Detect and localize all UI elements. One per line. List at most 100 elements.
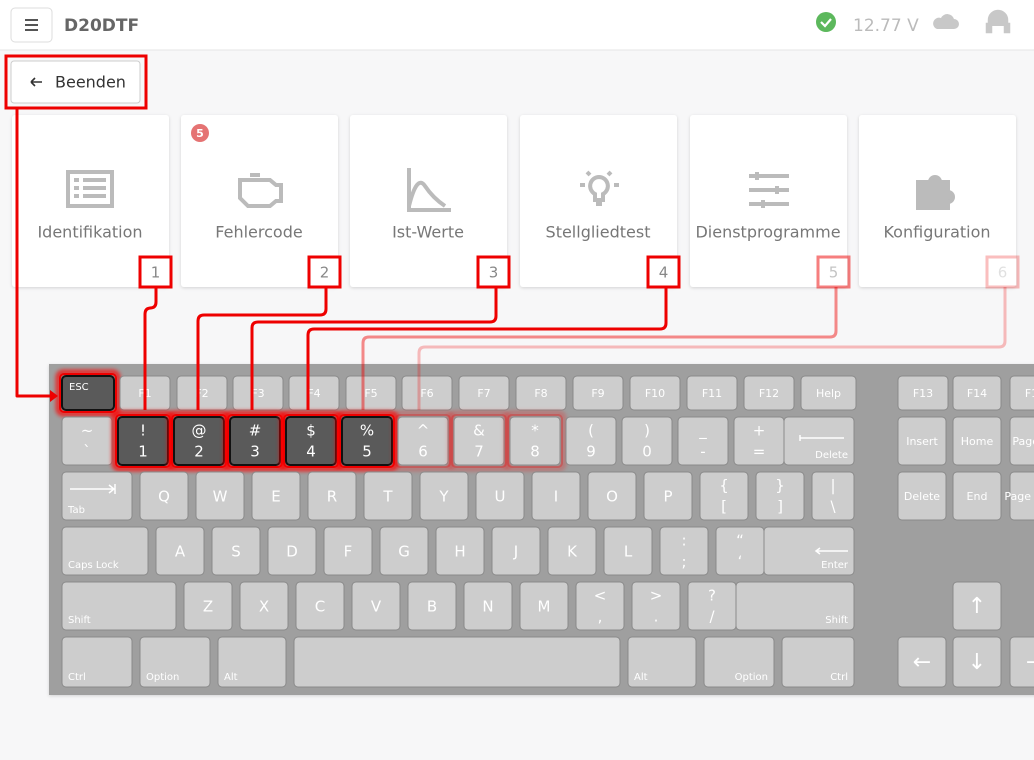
key[interactable]: @2	[168, 411, 230, 471]
key[interactable]: ↑	[952, 581, 1002, 631]
key[interactable]: J	[491, 526, 541, 576]
key[interactable]: Insert	[897, 416, 947, 466]
key[interactable]: K	[547, 526, 597, 576]
key-space[interactable]	[293, 636, 621, 688]
key[interactable]: !1	[112, 411, 174, 471]
key[interactable]: F11	[686, 375, 738, 411]
key-label: U	[495, 488, 506, 506]
key[interactable]: ^6	[392, 411, 454, 471]
key[interactable]: %5	[336, 411, 398, 471]
key[interactable]: I	[531, 471, 581, 521]
key[interactable]: F7	[458, 375, 510, 411]
key[interactable]: F	[323, 526, 373, 576]
key[interactable]: Shift	[735, 581, 855, 631]
key[interactable]: ↓	[952, 636, 1002, 688]
key[interactable]: Caps Lock	[61, 526, 149, 576]
key[interactable]: >.	[631, 581, 681, 631]
key[interactable]: ~`	[61, 416, 113, 466]
menu-tile[interactable]: Identifikation 1	[12, 115, 173, 289]
key[interactable]: Tab	[61, 471, 133, 521]
key[interactable]: F8	[515, 375, 567, 411]
key[interactable]: F4	[288, 375, 340, 411]
key[interactable]: Q	[139, 471, 189, 521]
key[interactable]: R	[307, 471, 357, 521]
key[interactable]: Help	[800, 375, 857, 411]
key-label: ↑	[968, 594, 986, 619]
key[interactable]: Page Up	[1009, 416, 1034, 466]
key[interactable]: Option	[139, 636, 211, 688]
key[interactable]: _-	[677, 416, 729, 466]
support-icon[interactable]	[985, 9, 1011, 34]
key[interactable]: $4	[280, 411, 342, 471]
key[interactable]: N	[463, 581, 513, 631]
key[interactable]: F10	[629, 375, 681, 411]
key[interactable]: Alt	[627, 636, 697, 688]
key[interactable]: Ctrl	[61, 636, 133, 688]
key[interactable]: &7	[448, 411, 510, 471]
key[interactable]: U	[475, 471, 525, 521]
key[interactable]: |\	[811, 471, 855, 521]
key[interactable]: H	[435, 526, 485, 576]
key[interactable]: T	[363, 471, 413, 521]
key[interactable]: End	[952, 471, 1002, 521]
key[interactable]: S	[211, 526, 261, 576]
key[interactable]: X	[239, 581, 289, 631]
key[interactable]: #3	[224, 411, 286, 471]
key[interactable]: F9	[572, 375, 624, 411]
key[interactable]: P	[643, 471, 693, 521]
menu-tile[interactable]: Ist-Werte 3	[350, 115, 511, 289]
key[interactable]: M	[519, 581, 569, 631]
key[interactable]: }]	[755, 471, 805, 521]
menu-tile[interactable]: Fehlercode 5 2	[181, 115, 342, 289]
key[interactable]: A	[155, 526, 205, 576]
key[interactable]: Option	[703, 636, 775, 688]
key[interactable]: V	[351, 581, 401, 631]
key[interactable]: O	[587, 471, 637, 521]
key[interactable]: →	[1009, 636, 1034, 688]
menu-tile[interactable]: Stellgliedtest 4	[520, 115, 681, 289]
key[interactable]: F5	[345, 375, 397, 411]
key[interactable]: Alt	[217, 636, 287, 688]
key-cap	[407, 581, 457, 631]
key[interactable]: Home	[952, 416, 1002, 466]
key[interactable]: F2	[176, 375, 228, 411]
key[interactable]: C	[295, 581, 345, 631]
key[interactable]: Page Down	[1004, 471, 1034, 521]
key[interactable]: F12	[743, 375, 795, 411]
key[interactable]: Z	[183, 581, 233, 631]
key[interactable]: F14	[952, 375, 1002, 411]
key[interactable]: L	[603, 526, 653, 576]
key[interactable]: Ctrl	[781, 636, 855, 688]
key[interactable]: F15	[1009, 375, 1034, 411]
key[interactable]: F3	[232, 375, 284, 411]
key[interactable]: ?/	[687, 581, 737, 631]
key[interactable]: Delete	[783, 416, 855, 466]
back-button[interactable]: Beenden	[10, 60, 141, 104]
key[interactable]: F13	[897, 375, 949, 411]
key[interactable]: :;	[659, 526, 709, 576]
key-cap	[61, 636, 133, 688]
key[interactable]: “‘	[715, 526, 765, 576]
key[interactable]: ←	[897, 636, 947, 688]
menu-button[interactable]	[10, 7, 53, 43]
cloud-icon[interactable]	[933, 14, 959, 29]
key[interactable]: Enter	[763, 526, 855, 576]
key[interactable]: )0	[621, 416, 673, 466]
key[interactable]: E	[251, 471, 301, 521]
key[interactable]: Shift	[61, 581, 177, 631]
key[interactable]: <,	[575, 581, 625, 631]
key[interactable]: F6	[401, 375, 453, 411]
key[interactable]: *8	[504, 411, 566, 471]
key[interactable]: D	[267, 526, 317, 576]
key[interactable]: {[	[699, 471, 749, 521]
key[interactable]: ESC	[56, 370, 120, 416]
key[interactable]: B	[407, 581, 457, 631]
key[interactable]: +=	[733, 416, 785, 466]
key[interactable]: G	[379, 526, 429, 576]
key[interactable]: (9	[565, 416, 617, 466]
menu-tile[interactable]: Dienstprogramme 5	[690, 115, 851, 289]
key[interactable]: Y	[419, 471, 469, 521]
key[interactable]: Delete	[897, 471, 947, 521]
key[interactable]: W	[195, 471, 245, 521]
menu-tile[interactable]: Konfiguration 6	[859, 115, 1020, 289]
